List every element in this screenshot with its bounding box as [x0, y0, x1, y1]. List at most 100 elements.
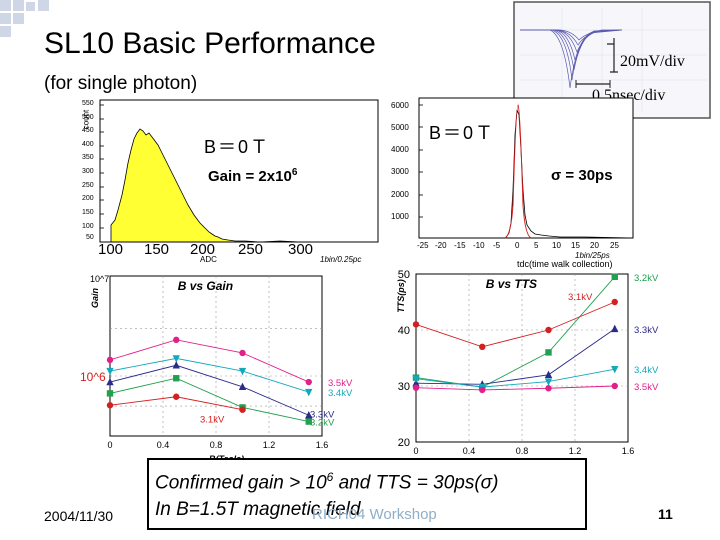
- page-number: 11: [658, 506, 673, 522]
- adc-histogram-fill: [110, 128, 261, 243]
- series-label: 3.1kV: [200, 415, 225, 426]
- series-label: 3.3kV: [310, 409, 335, 420]
- adc-ytick-300: 300: [82, 168, 94, 175]
- series-line: [109, 364, 309, 416]
- tdc-xtick: -10: [473, 241, 485, 250]
- slide-title: SL10 Basic Performance: [44, 27, 376, 60]
- data-point: [172, 355, 180, 363]
- series-label: 3.5kV: [328, 378, 353, 389]
- series-line: [109, 377, 309, 423]
- adc-ytick-350: 350: [82, 154, 94, 161]
- footer-date: 2004/11/30: [44, 508, 114, 524]
- chart-title: B vs TTS: [486, 277, 537, 291]
- tdc-fit-curve: [504, 104, 532, 239]
- data-point: [305, 411, 313, 419]
- footer-workshop: RICH04 Workshop: [312, 506, 437, 523]
- adc-xtick: 150: [144, 241, 170, 258]
- tdc-field-label: B＝0Ｔ: [429, 123, 496, 143]
- x-tick-label: 0.8: [210, 440, 223, 450]
- y-tick-label: 30: [398, 381, 410, 393]
- tdc-xtick: 15: [571, 241, 580, 250]
- data-point: [412, 384, 420, 391]
- series-line: [415, 276, 616, 388]
- data-point: [106, 390, 114, 397]
- adc-ytick-500: 500: [82, 114, 94, 121]
- tdc-xtick: 10: [552, 241, 561, 250]
- adc-gain-text: Gain = 2x10: [208, 168, 292, 185]
- x-tick-label: 0: [107, 440, 112, 450]
- x-tick-label: 0: [413, 446, 418, 456]
- adc-ytick-50: 50: [86, 234, 94, 241]
- data-point: [611, 298, 618, 306]
- tdc-xlabel: tdc(time walk collection): [517, 259, 613, 269]
- adc-xtick: 300: [288, 241, 314, 258]
- data-point: [106, 367, 114, 376]
- x-tick-label: 0.8: [516, 446, 529, 456]
- adc-gain-label: Gain = 2x106: [208, 167, 297, 185]
- series-3-5kV: 3.5kV: [106, 336, 353, 389]
- series-line: [415, 301, 615, 348]
- adc-xtick: 250: [238, 241, 264, 258]
- scope-vdiv-label: 20mV/div: [620, 53, 685, 70]
- adc-gain-exp: 6: [291, 167, 298, 178]
- data-point: [238, 367, 247, 376]
- conclusion-text-a: Confirmed gain > 10: [155, 472, 327, 494]
- series-3-1kV: 3.1kV: [412, 292, 618, 350]
- series-line: [109, 339, 309, 383]
- tdc-bin-note: 1bin/25ps: [575, 251, 610, 260]
- data-point: [545, 349, 552, 356]
- data-point: [611, 324, 619, 333]
- tdc-xtick: 20: [590, 241, 599, 250]
- adc-ytick-450: 450: [82, 127, 94, 134]
- tdc-xtick: 25: [610, 241, 619, 250]
- adc-ytick-400: 400: [82, 141, 94, 148]
- series-label: 3.1kV: [568, 292, 593, 303]
- b-vs-tts-chart: B vs TTSB(Tesla)TTS(ps)00.40.81.21.65040…: [396, 269, 659, 463]
- series-label: 3.2kV: [310, 418, 335, 429]
- data-point: [238, 382, 247, 390]
- tdc-ytick: 3000: [391, 167, 409, 176]
- conclusion-text-b: and TTS = 30ps(: [333, 472, 481, 494]
- x-tick-label: 0.4: [463, 446, 476, 456]
- adc-xtick: 100: [98, 241, 124, 258]
- data-point: [173, 393, 180, 400]
- data-point: [545, 326, 552, 334]
- adc-ytick-250: 250: [82, 182, 94, 189]
- data-point: [305, 378, 312, 386]
- slide-subtitle: (for single photon): [44, 73, 198, 94]
- adc-field-label: B＝0Ｔ: [204, 137, 271, 157]
- conclusion-box: Confirmed gain > 106 and TTS = 30ps(σ) I…: [147, 458, 587, 530]
- conclusion-line-1: Confirmed gain > 106 and TTS = 30ps(σ): [155, 464, 579, 496]
- conclusion-exponent: 6: [326, 470, 334, 484]
- tdc-ytick: 6000: [391, 101, 409, 110]
- data-point: [239, 349, 246, 357]
- data-point: [106, 377, 114, 386]
- y-tick-label: 10^6: [80, 370, 106, 384]
- data-point: [412, 321, 420, 328]
- data-point: [545, 385, 552, 392]
- x-tick-label: 1.6: [316, 440, 329, 450]
- conclusion-text-c: ): [492, 472, 499, 494]
- series-3-1kV: 3.1kV: [106, 393, 246, 426]
- y-axis-label: TTS(ps): [396, 279, 406, 313]
- adc-ytick-200: 200: [82, 195, 94, 202]
- data-point: [305, 388, 313, 397]
- data-point: [173, 336, 180, 344]
- tdc-xtick: -15: [454, 241, 466, 250]
- y-tick-label: 50: [398, 269, 410, 281]
- data-point: [479, 343, 486, 350]
- tdc-histogram-plot: [418, 97, 634, 239]
- series-line: [415, 385, 615, 391]
- data-point: [479, 386, 486, 394]
- adc-ytick-100: 100: [82, 223, 94, 230]
- x-tick-label: 1.6: [622, 446, 635, 456]
- y-tick-label: 40: [398, 325, 410, 337]
- x-tick-label: 1.2: [263, 440, 276, 450]
- series-line: [415, 328, 616, 385]
- tdc-histogram: 6000 5000 4000 3000 2000 1000 -25 -20 -1…: [385, 95, 635, 270]
- data-point: [106, 402, 114, 409]
- data-point: [611, 382, 618, 390]
- series-3-5kV: 3.5kV: [412, 382, 659, 394]
- data-point: [172, 361, 180, 369]
- series-3-3kV: 3.3kV: [106, 361, 335, 420]
